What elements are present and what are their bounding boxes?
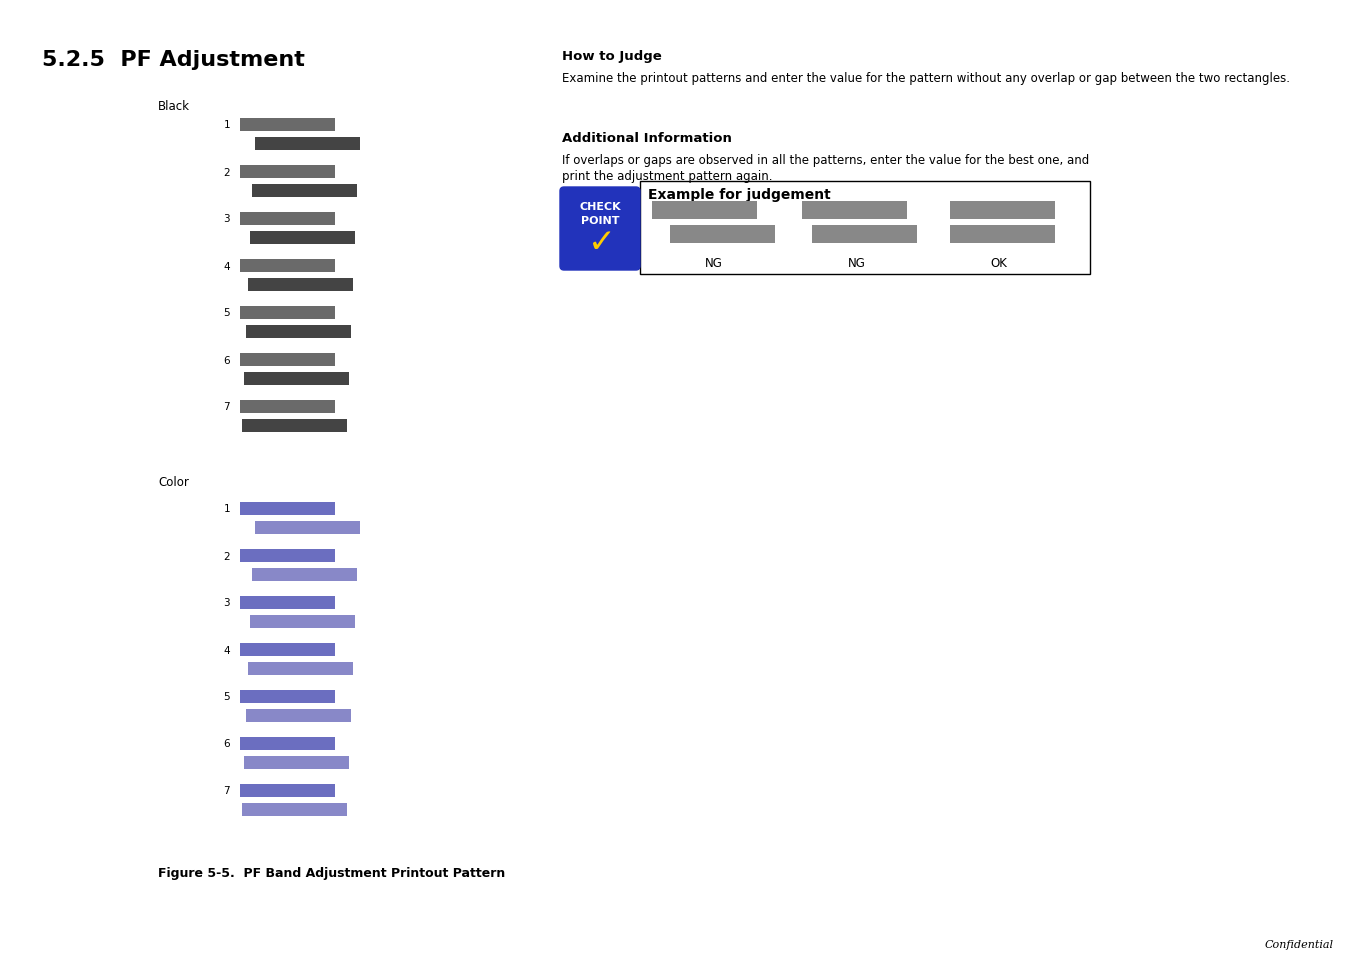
Text: Epson STYLUS NX100/NX105/SX100/SX105/TX100/TX101/TX102/TX103/TX105/TX106/TX109/M: Epson STYLUS NX100/NX105/SX100/SX105/TX1… bbox=[16, 10, 682, 23]
Text: Confidential: Confidential bbox=[1265, 939, 1334, 949]
Text: Example for judgement: Example for judgement bbox=[648, 188, 830, 202]
Text: OK: OK bbox=[990, 256, 1007, 270]
Bar bbox=[244, 757, 350, 769]
Text: 1: 1 bbox=[223, 504, 230, 514]
Text: Using the Adjustment Program (TBD): Using the Adjustment Program (TBD) bbox=[551, 913, 799, 925]
Text: 2: 2 bbox=[223, 551, 230, 561]
Bar bbox=[248, 278, 352, 292]
Bar bbox=[240, 354, 335, 367]
Bar bbox=[255, 521, 360, 535]
Text: ADJUSTMENT: ADJUSTMENT bbox=[16, 913, 111, 925]
Text: 3: 3 bbox=[223, 214, 230, 224]
Text: 1: 1 bbox=[223, 120, 230, 131]
Text: POINT: POINT bbox=[580, 215, 620, 226]
Text: If overlaps or gaps are observed in all the patterns, enter the value for the be: If overlaps or gaps are observed in all … bbox=[562, 153, 1089, 167]
Bar bbox=[240, 502, 335, 516]
Bar bbox=[240, 550, 335, 562]
Text: 5.2.5  PF Adjustment: 5.2.5 PF Adjustment bbox=[42, 50, 305, 70]
Bar bbox=[240, 690, 335, 703]
Bar bbox=[950, 202, 1054, 220]
Text: How to Judge: How to Judge bbox=[562, 50, 662, 63]
Text: 4: 4 bbox=[223, 261, 230, 272]
Text: 5: 5 bbox=[223, 692, 230, 701]
Text: Examine the printout patterns and enter the value for the pattern without any ov: Examine the printout patterns and enter … bbox=[562, 71, 1291, 85]
Bar bbox=[248, 662, 352, 676]
Bar bbox=[240, 643, 335, 657]
Text: 5: 5 bbox=[223, 308, 230, 318]
Text: print the adjustment pattern again.: print the adjustment pattern again. bbox=[562, 170, 772, 183]
Bar bbox=[240, 166, 335, 179]
Bar bbox=[240, 119, 335, 132]
Bar bbox=[811, 226, 917, 244]
Bar bbox=[240, 597, 335, 609]
Bar bbox=[250, 232, 355, 245]
Text: Figure 5-5.  PF Band Adjustment Printout Pattern: Figure 5-5. PF Band Adjustment Printout … bbox=[158, 866, 505, 879]
Bar bbox=[670, 226, 775, 244]
Text: ✓: ✓ bbox=[589, 226, 616, 258]
Text: Additional Information: Additional Information bbox=[562, 132, 732, 145]
Text: 6: 6 bbox=[223, 739, 230, 749]
Text: 3: 3 bbox=[223, 598, 230, 608]
Bar bbox=[246, 326, 351, 338]
Bar bbox=[242, 419, 347, 433]
Text: NG: NG bbox=[848, 256, 865, 270]
Bar bbox=[802, 202, 907, 220]
Text: 7: 7 bbox=[223, 402, 230, 412]
Bar bbox=[240, 307, 335, 319]
Bar bbox=[244, 373, 350, 386]
Text: 107: 107 bbox=[1308, 913, 1334, 925]
Bar bbox=[246, 709, 351, 722]
Text: Revision A: Revision A bbox=[1265, 10, 1334, 23]
Text: 7: 7 bbox=[223, 785, 230, 796]
Text: CHECK: CHECK bbox=[579, 202, 621, 212]
Bar bbox=[240, 260, 335, 273]
Bar bbox=[252, 185, 356, 198]
Text: NG: NG bbox=[705, 256, 722, 270]
Bar bbox=[652, 202, 757, 220]
Text: 2: 2 bbox=[223, 168, 230, 177]
Bar bbox=[255, 138, 360, 151]
Bar bbox=[950, 226, 1054, 244]
Bar bbox=[252, 568, 356, 581]
Text: Color: Color bbox=[158, 476, 189, 489]
Text: 4: 4 bbox=[223, 645, 230, 655]
Bar bbox=[640, 182, 1089, 274]
Bar bbox=[250, 616, 355, 628]
Bar bbox=[240, 400, 335, 414]
Bar bbox=[240, 784, 335, 797]
Bar bbox=[240, 213, 335, 226]
Bar bbox=[242, 803, 347, 816]
Bar bbox=[240, 738, 335, 750]
FancyBboxPatch shape bbox=[560, 188, 640, 271]
Text: 6: 6 bbox=[223, 355, 230, 365]
Text: Black: Black bbox=[158, 100, 190, 112]
